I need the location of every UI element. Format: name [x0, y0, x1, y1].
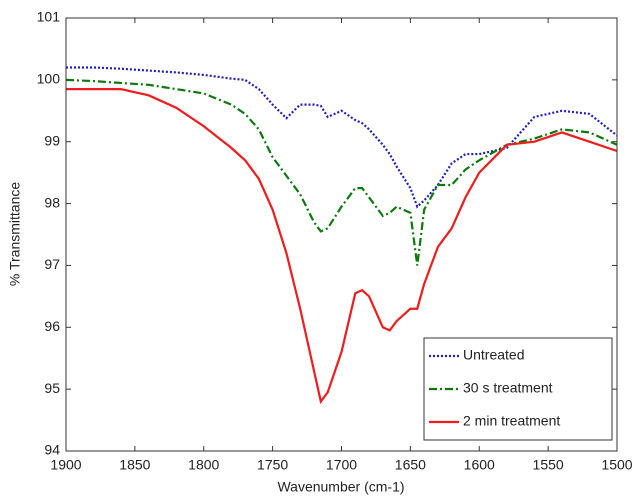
plot-frame — [65, 17, 618, 452]
y-tick-label: 97 — [44, 256, 60, 272]
legend-label: 30 s treatment — [463, 380, 553, 396]
x-tick-label: 1750 — [257, 457, 288, 473]
x-tick-label: 1900 — [50, 457, 81, 473]
y-axis-label: % Transmittance — [7, 182, 23, 286]
y-tick-label: 94 — [44, 442, 60, 458]
legend-box — [423, 337, 613, 441]
y-tick-label: 101 — [37, 9, 61, 25]
series-line — [66, 66, 618, 209]
y-tick-label: 96 — [44, 318, 60, 334]
x-tick-label: 1800 — [188, 457, 219, 473]
x-tick-label: 1700 — [326, 457, 357, 473]
x-tick-label: 1600 — [464, 457, 495, 473]
x-tick-label: 1650 — [395, 457, 426, 473]
legend-label: 2 min treatment — [463, 413, 560, 429]
x-tick-label: 1550 — [533, 457, 564, 473]
x-axis-label: Wavenumber (cm-1) — [277, 479, 404, 495]
y-tick-label: 95 — [44, 380, 60, 396]
legend-label: Untreated — [463, 347, 524, 363]
series-line — [65, 78, 618, 266]
x-tick-label: 1850 — [119, 457, 150, 473]
y-tick-label: 100 — [37, 71, 61, 87]
y-tick-label: 98 — [44, 194, 60, 210]
series-line — [66, 88, 618, 405]
x-tick-label: 1500 — [601, 457, 632, 473]
y-tick-label: 99 — [44, 132, 60, 148]
